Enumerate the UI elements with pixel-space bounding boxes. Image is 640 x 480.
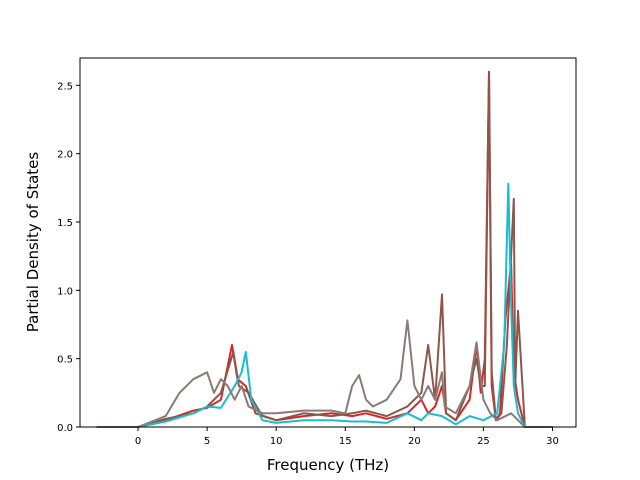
- y-tick-label: 2.0: [57, 150, 73, 161]
- series-line-4: [96, 319, 553, 428]
- plot-frame: [79, 57, 577, 428]
- x-tick-label: 30: [546, 436, 559, 447]
- y-tick-label: 2.5: [57, 81, 73, 92]
- x-axis-label: Frequency (THz): [267, 456, 389, 474]
- x-tick-label: 25: [477, 436, 490, 447]
- x-tick-label: 10: [270, 436, 283, 447]
- y-axis-label: Partial Density of States: [24, 152, 42, 333]
- x-axis: 0 5 10 15 20 25 30: [135, 427, 559, 447]
- series-line-2: [96, 72, 553, 428]
- series-line-3: [96, 182, 553, 428]
- x-tick-label: 20: [408, 436, 421, 447]
- plot-area: [96, 70, 553, 428]
- x-tick-label: 0: [135, 436, 141, 447]
- y-tick-label: 0.0: [57, 423, 73, 434]
- y-tick-label: 1.0: [57, 286, 73, 297]
- x-tick-label: 5: [204, 436, 210, 447]
- y-tick-label: 0.5: [57, 355, 73, 366]
- y-axis: 0.0 0.5 1.0 1.5 2.0 2.5: [57, 81, 80, 434]
- x-tick-label: 15: [339, 436, 352, 447]
- y-tick-label: 1.5: [57, 218, 73, 229]
